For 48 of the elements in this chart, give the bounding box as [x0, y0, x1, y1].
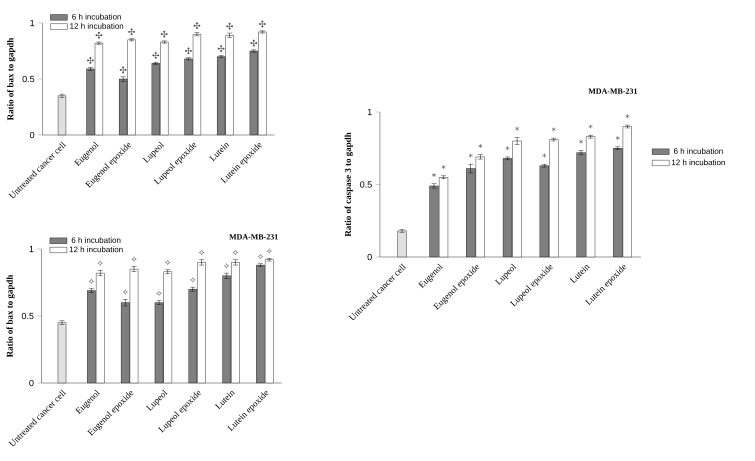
- data-label: *: [478, 144, 482, 148]
- data-label: *: [542, 153, 546, 158]
- data-label: ✣: [160, 30, 168, 38]
- y-tick-label: 1: [30, 20, 34, 26]
- data-label: ✣: [218, 45, 225, 52]
- data-label: ✧: [130, 256, 138, 263]
- data-label: ✣: [87, 57, 94, 64]
- data-label: ✧: [189, 276, 196, 284]
- data-label: ✧: [156, 290, 162, 297]
- y-tick-label: 0: [29, 380, 34, 386]
- y-tick-label: 0.5: [360, 181, 372, 188]
- data-label: ✧: [122, 288, 129, 296]
- y-axis-title: Ratio of caspase 3 to gapdh: [344, 132, 353, 237]
- data-label: ✣: [226, 22, 234, 30]
- data-label: ✣: [128, 28, 135, 36]
- data-label: *: [468, 153, 473, 158]
- data-label: *: [432, 173, 436, 178]
- data-label: *: [616, 136, 620, 140]
- data-label: ✧: [198, 249, 205, 256]
- data-label: ✣: [258, 20, 266, 28]
- y-tick-label: 1: [368, 108, 372, 116]
- data-label: ✧: [88, 278, 95, 285]
- y-axis-title: Ratio of bax to gapdh: [6, 274, 15, 358]
- data-label: *: [515, 126, 520, 131]
- data-label: *: [625, 114, 630, 118]
- y-tick-label: 1: [30, 246, 34, 252]
- y-tick-label: 0.5: [22, 76, 34, 82]
- data-label: ✣: [96, 32, 102, 39]
- data-label: *: [442, 165, 446, 170]
- y-tick-label: 0: [30, 132, 34, 138]
- data-label: ✧: [164, 259, 172, 266]
- y-axis-title: Ratio of bax to gapdh: [7, 38, 16, 120]
- data-label: ✧: [223, 262, 230, 270]
- data-label: *: [579, 140, 584, 144]
- data-label: *: [552, 127, 556, 132]
- data-label: ✧: [266, 248, 273, 254]
- data-label: ✣: [152, 52, 160, 59]
- data-label: ✣: [194, 22, 200, 30]
- data-label: *: [506, 146, 510, 150]
- data-label: ✧: [257, 253, 264, 260]
- data-label: ✧: [96, 260, 104, 267]
- data-label: *: [588, 124, 593, 129]
- data-label: ✧: [232, 249, 239, 256]
- y-tick-label: 0: [368, 254, 372, 260]
- data-label: ✣: [250, 40, 258, 46]
- y-tick-label: 0.5: [22, 312, 34, 320]
- data-label: ✣: [120, 66, 126, 74]
- data-label: ✣: [185, 48, 192, 54]
